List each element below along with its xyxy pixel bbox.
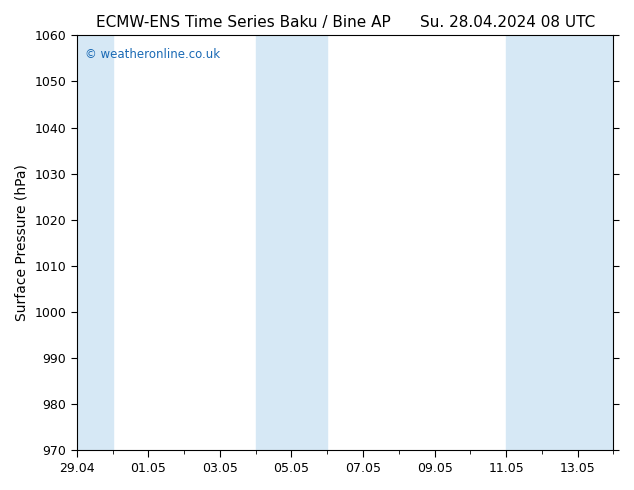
Title: ECMW-ENS Time Series Baku / Bine AP      Su. 28.04.2024 08 UTC: ECMW-ENS Time Series Baku / Bine AP Su. … <box>96 15 595 30</box>
Y-axis label: Surface Pressure (hPa): Surface Pressure (hPa) <box>15 164 29 321</box>
Bar <box>506 35 614 450</box>
Text: © weatheronline.co.uk: © weatheronline.co.uk <box>85 48 220 61</box>
Bar <box>256 35 327 450</box>
Bar <box>77 35 113 450</box>
